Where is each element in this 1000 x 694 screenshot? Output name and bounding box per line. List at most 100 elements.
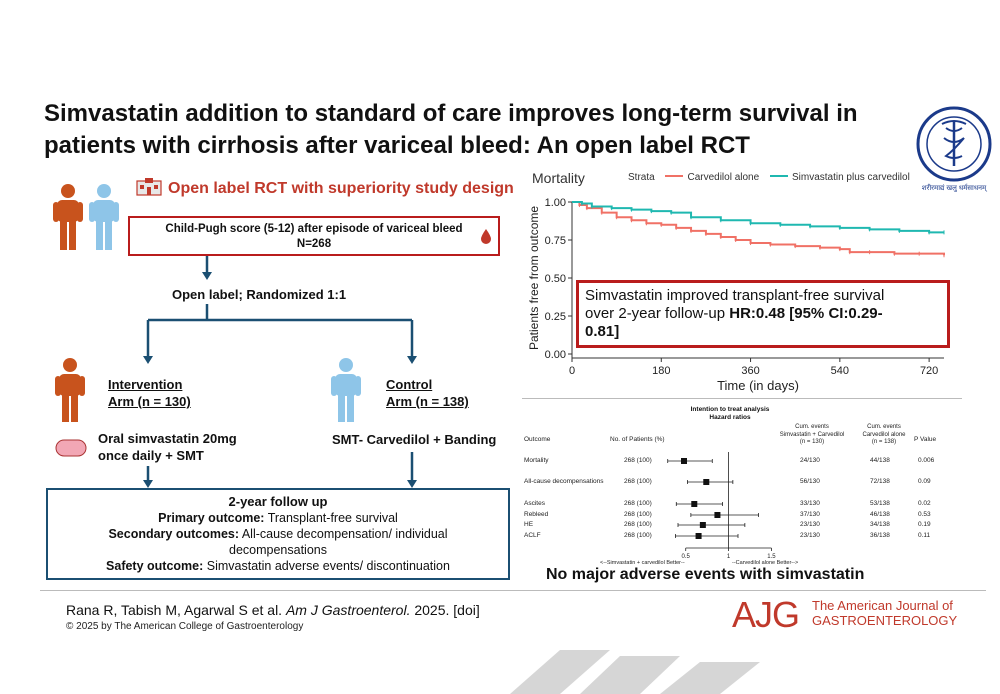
control-arm-title: Control Arm (n = 138) [386, 376, 469, 410]
intervention-title-line2: Arm (n = 130) [108, 394, 191, 409]
forest-cell-carv: 34/138 [870, 521, 890, 528]
legend-item-carvedilol: Carvedilol alone [665, 172, 759, 183]
hospital-icon [136, 178, 162, 196]
y-tick-label: 0.50 [545, 273, 566, 285]
followup-heading: 2-year follow up [228, 494, 328, 509]
flow-diagram [53, 184, 417, 488]
pill-icon [55, 439, 87, 457]
intervention-title-line1: Intervention [108, 377, 183, 392]
study-design-heading: Open label RCT with superiority study de… [136, 178, 514, 198]
forest-title: Intention to treat analysis Hazard ratio… [640, 406, 820, 422]
decorative-chevrons [510, 650, 760, 694]
forest-cell-carv: 44/138 [870, 457, 890, 464]
col-header-carvedilol: Cum. events Carvedilol alone (n = 138) [862, 424, 906, 445]
randomization-label: Open label; Randomized 1:1 [172, 287, 347, 302]
control-title-line2: Arm (n = 138) [386, 394, 469, 409]
forest-point [699, 522, 706, 528]
intervention-person-icon [55, 358, 85, 422]
forest-axis-left: <--Simvastatin + carvedilol Better-- [600, 560, 685, 566]
followup-box: 2-year follow up Primary outcome: Transp… [46, 488, 510, 580]
forest-cell-p: 0.006 [918, 457, 935, 464]
forest-cell-simva: 37/130 [800, 511, 820, 518]
forest-cell-patients: 268 (100) [624, 521, 652, 528]
forest-axis-right: --Carvedilol alone Better--> [732, 560, 799, 566]
x-tick-label: 180 [652, 365, 670, 377]
intervention-treatment-line1: Oral simvastatin 20mg [98, 431, 237, 446]
forest-cell-p: 0.53 [918, 511, 931, 518]
forest-cell-patients: 268 (100) [624, 478, 652, 485]
forest-cell-p: 0.11 [918, 532, 931, 539]
journal-logo: AJG The American Journal of GASTROENTEROL… [732, 594, 957, 636]
ajg-mark: AJG [732, 594, 800, 635]
forest-title-line1: Intention to treat analysis [690, 406, 770, 413]
forest-cell-patients: 268 (100) [624, 500, 652, 507]
forest-cell-simva: 23/130 [800, 532, 820, 539]
secondary-outcome: Secondary outcomes: All-cause decompensa… [108, 527, 448, 557]
forest-tick-label: 0.5 [682, 554, 691, 560]
safety-outcome: Safety outcome: Simvastatin adverse even… [106, 559, 450, 573]
callout-line2: over 2-year follow-up HR:0.48 [95% CI:0.… [585, 305, 883, 322]
forest-cell-p: 0.02 [918, 500, 931, 507]
citation: Rana R, Tabish M, Agarwal S et al. Am J … [66, 602, 480, 618]
adverse-events-note: No major adverse events with simvastatin [546, 566, 865, 583]
eligibility-text: Child-Pugh score (5-12) after episode of… [165, 223, 463, 235]
forest-cell-simva: 23/130 [800, 521, 820, 528]
callout-line3: 0.81] [585, 323, 620, 340]
legend-item-simvastatin: Simvastatin plus carvedilol [769, 172, 910, 183]
y-axis-label: Patients free from outcome [527, 206, 541, 350]
forest-cell-outcome: All-cause decompensations [524, 478, 604, 485]
forest-cell-simva: 56/130 [800, 478, 820, 485]
forest-cell-carv: 36/138 [870, 532, 890, 539]
forest-title-line2: Hazard ratios [709, 414, 751, 421]
x-tick-label: 540 [831, 365, 849, 377]
logo-caption: शरीरमाद्यं खलु धर्मसाधनम् [921, 185, 987, 192]
intervention-treatment-line2: once daily + SMT [98, 448, 204, 463]
forest-point [703, 479, 710, 485]
control-treatment: SMT- Carvedilol + Banding [332, 432, 497, 447]
x-tick-label: 0 [569, 365, 575, 377]
forest-cell-carv: 53/138 [870, 500, 890, 507]
forest-plot: 0.5 1 1.5 [667, 452, 776, 560]
person-blue-icon [89, 184, 119, 250]
eligibility-box: Child-Pugh score (5-12) after episode of… [128, 216, 500, 256]
legend-title: Strata [628, 172, 655, 183]
forest-cell-patients: 268 (100) [624, 532, 652, 539]
y-tick-label: 0.25 [545, 311, 566, 323]
forest-tick-label: 1 [727, 554, 731, 560]
journal-name: The American Journal of GASTROENTEROLOGY [812, 598, 958, 628]
x-tick-label: 720 [920, 365, 938, 377]
institute-emblem-icon [916, 106, 992, 182]
control-title-line1: Control [386, 377, 433, 392]
col-header-outcome: Outcome [524, 436, 551, 443]
forest-point [691, 501, 698, 507]
page-title: Simvastatin addition to standard of care… [44, 100, 858, 159]
primary-outcome: Primary outcome: Transplant-free surviva… [158, 511, 398, 525]
sample-size: N=268 [296, 238, 332, 250]
x-axis-label: Time (in days) [717, 378, 799, 393]
forest-cell-patients: 268 (100) [624, 457, 652, 464]
blood-drop-icon [481, 229, 491, 244]
y-tick-label: 0.00 [545, 349, 566, 361]
forest-point [695, 533, 702, 539]
forest-cell-outcome: Rebleed [524, 511, 549, 518]
intervention-arm-title: Intervention Arm (n = 130) [108, 376, 191, 410]
forest-cell-patients: 268 (100) [624, 511, 652, 518]
institute-logo: शरीरमाद्यं खलु धर्मसाधनम् [914, 104, 994, 196]
col-header-pvalue: P Value [914, 436, 937, 443]
col-header-patients: No. of Patients (%) [610, 436, 665, 443]
forest-cell-simva: 33/130 [800, 500, 820, 507]
x-tick-label: 360 [741, 365, 759, 377]
study-design-text: Open label RCT with superiority study de… [168, 180, 514, 197]
forest-cell-outcome: Mortality [524, 457, 549, 464]
y-tick-label: 0.75 [545, 235, 566, 247]
km-chart: 0.00 0.25 0.50 0.75 1.00 0 180 360 540 720 Time (i… [527, 197, 945, 393]
person-orange-icon [53, 184, 83, 250]
hr-callout: Simvastatin improved transplant-free sur… [576, 280, 950, 348]
km-legend: Strata Carvedilol alone Simvastatin plus… [628, 172, 910, 183]
intervention-treatment: Oral simvastatin 20mg once daily + SMT [98, 430, 237, 464]
forest-cell-outcome: ACLF [524, 532, 541, 539]
forest-point [681, 458, 687, 464]
forest-cell-simva: 24/130 [800, 457, 820, 464]
y-tick-label: 1.00 [545, 197, 566, 209]
forest-point [714, 512, 721, 518]
